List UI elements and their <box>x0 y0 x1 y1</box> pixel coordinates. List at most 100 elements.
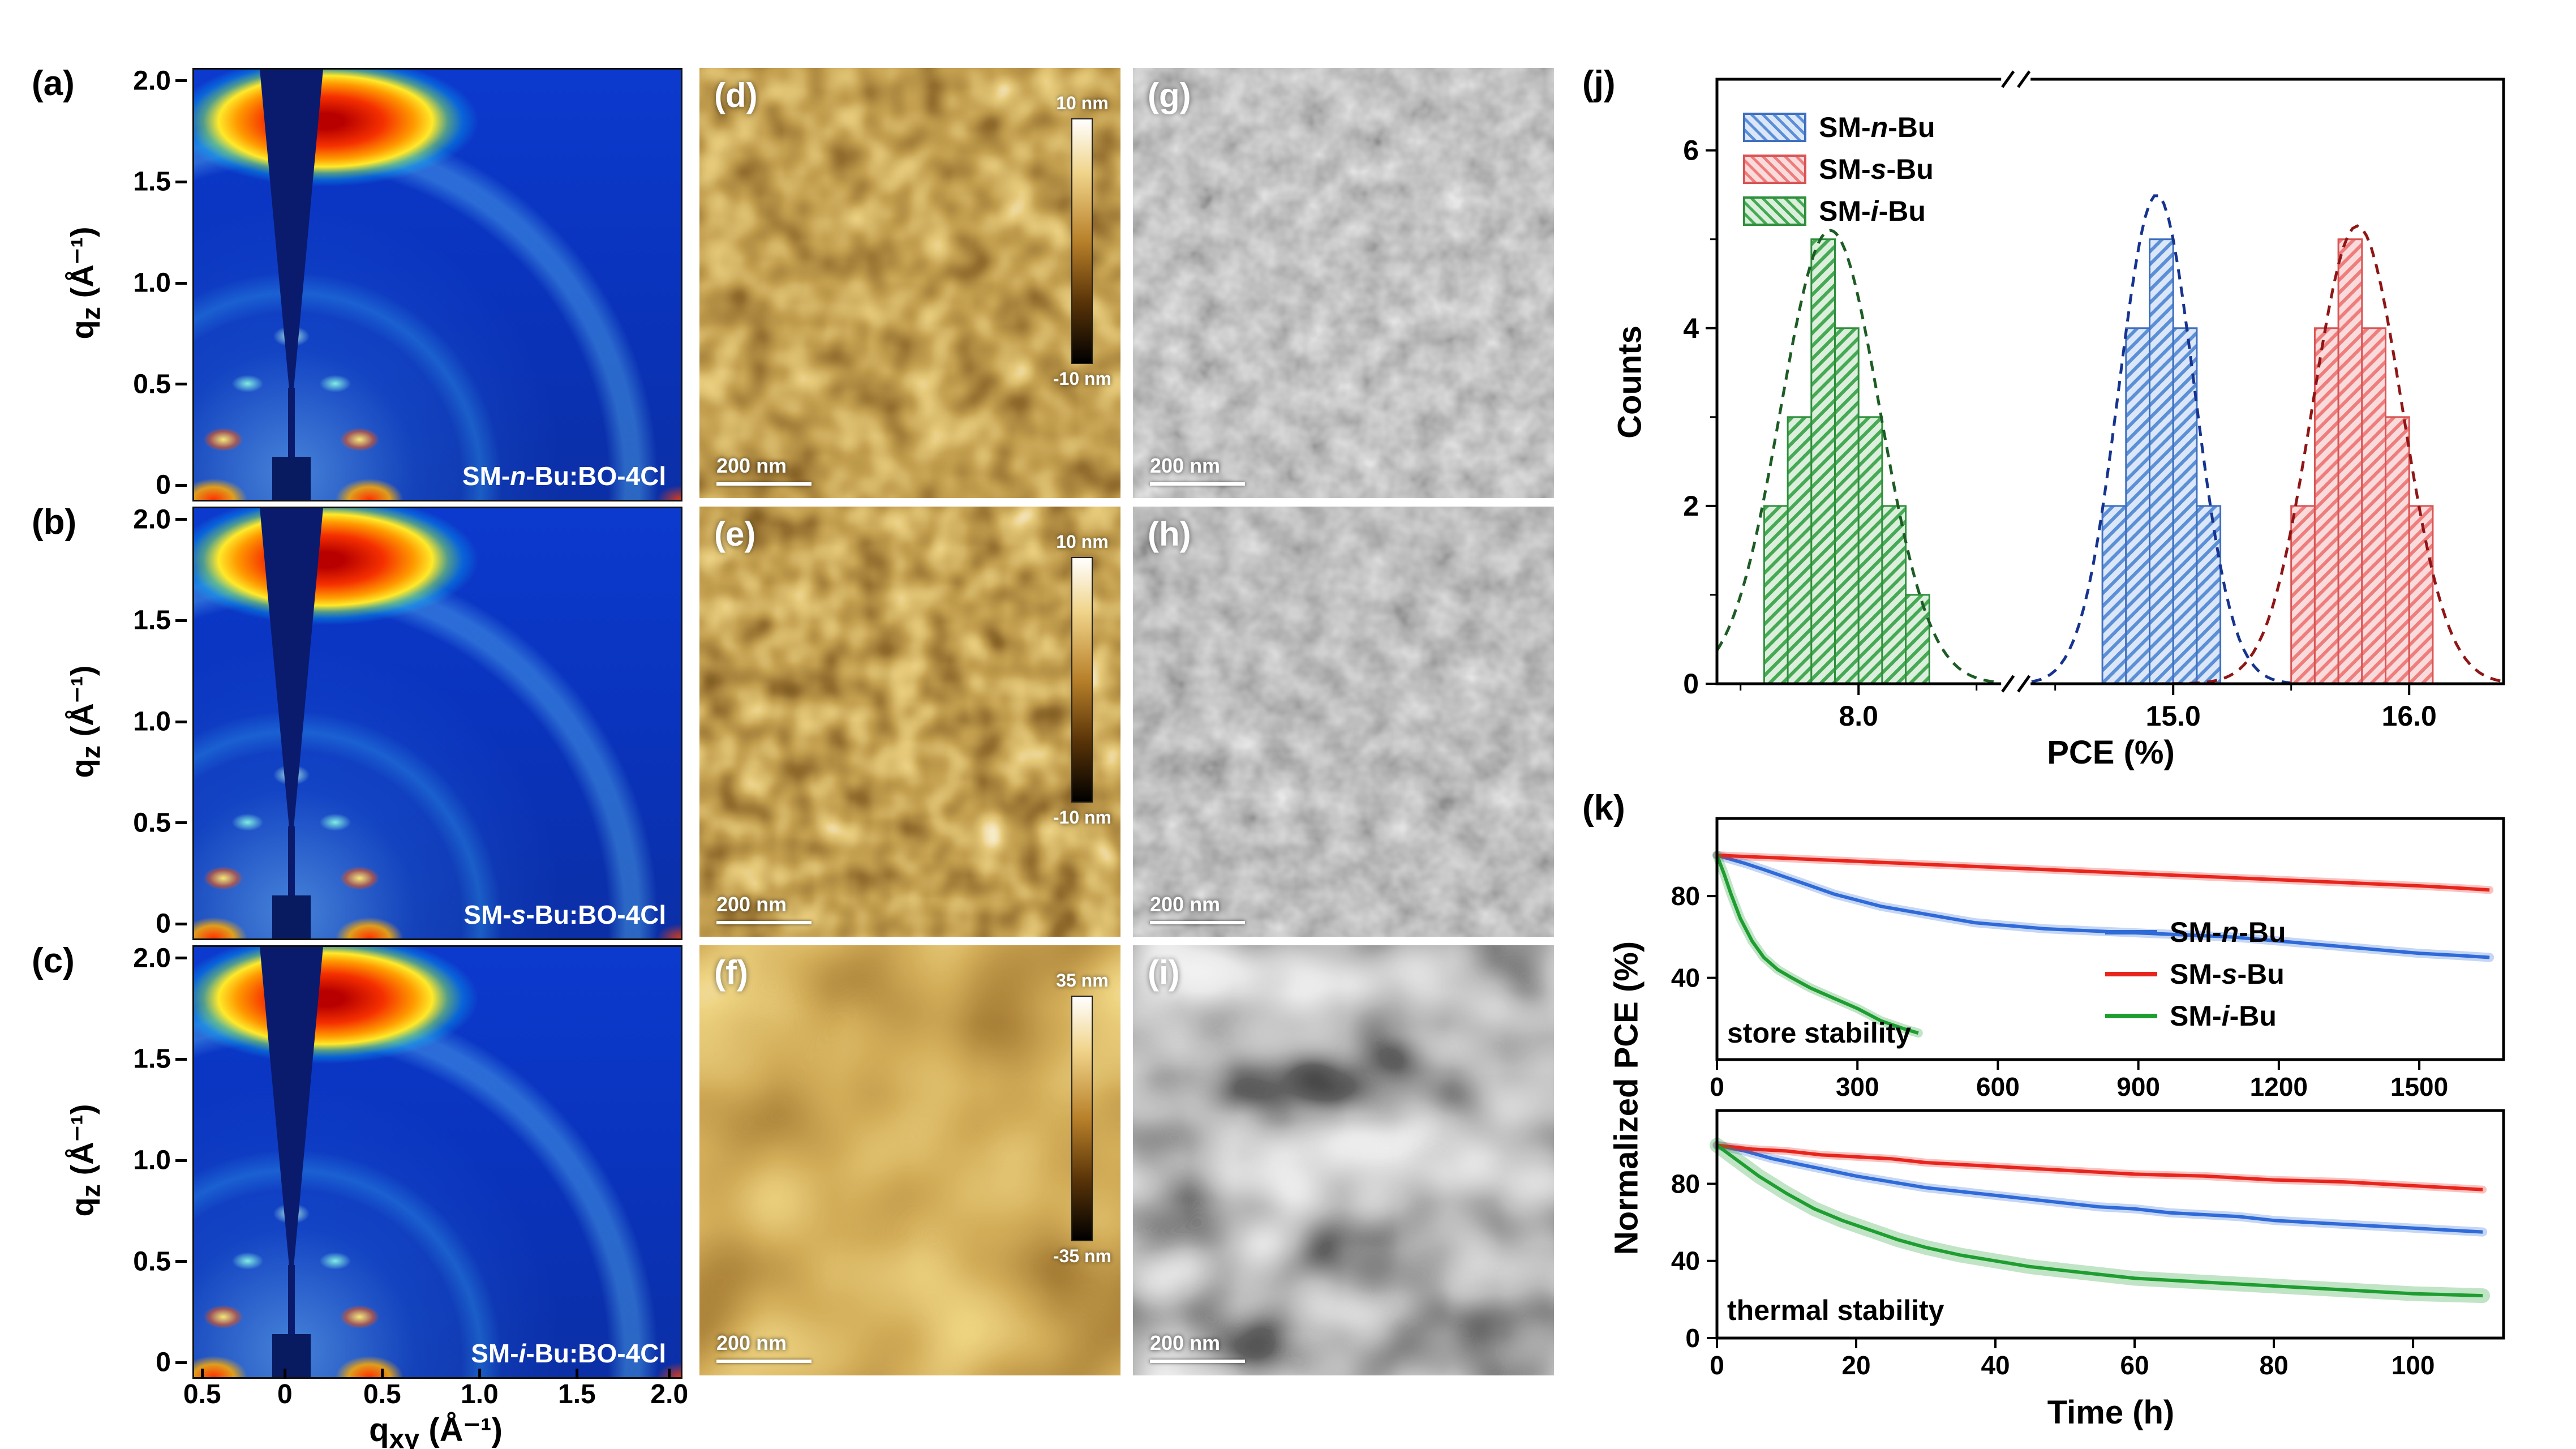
panel-label-c: (c) <box>32 941 75 980</box>
svg-text:15.0: 15.0 <box>2146 700 2201 732</box>
tick-label: 0 <box>156 1347 171 1378</box>
afm-image-e: (e) 10 nm -10 nm 200 nm <box>699 507 1120 937</box>
tick-label: 1.0 <box>133 706 171 737</box>
qz-axis-label-b: qz (Å⁻¹) <box>64 665 106 778</box>
panel-label-a: (a) <box>32 64 75 103</box>
giwaxs-pattern-b: SM-s-Bu:BO-4Cl <box>192 507 682 940</box>
tick-label: 0.5 <box>133 1246 171 1277</box>
tick-label: 1.5 <box>558 1379 596 1409</box>
store-stability-chart: 0 300 600 900 1200 1500 40 80 <box>1671 817 2505 1101</box>
scale-bar-line <box>716 921 812 924</box>
svg-text:80: 80 <box>1671 1169 1700 1198</box>
svg-text:16.0: 16.0 <box>2382 700 2437 732</box>
colorbar-gradient <box>1071 557 1093 803</box>
panel-label-d: (d) <box>714 76 758 114</box>
panel-label-h: (h) <box>1148 515 1191 553</box>
panel-label-e: (e) <box>714 515 756 553</box>
scale-bar: 200 nm <box>716 893 812 924</box>
panel-label-g: (g) <box>1148 76 1191 114</box>
giwaxs-x-ticks: 0.5 0 0.5 1.0 1.5 2.0 <box>183 1379 688 1411</box>
height-colorbar: 35 nm -35 nm <box>1053 970 1111 1267</box>
afm-texture <box>699 68 1120 498</box>
height-colorbar: 10 nm -10 nm <box>1053 531 1111 828</box>
tick-label: 0.5 <box>133 808 171 838</box>
tick-label: 0 <box>156 908 171 939</box>
sample-label-b: SM-s-Bu:BO-4Cl <box>463 899 667 929</box>
svg-text:60: 60 <box>2120 1351 2149 1380</box>
counts-axis-label: Counts <box>1611 325 1648 439</box>
afm-texture <box>699 945 1120 1375</box>
legend-label: SM-s-Bu <box>1819 153 1934 185</box>
svg-text:1200: 1200 <box>2250 1072 2308 1101</box>
sample-label-c: SM-i-Bu:BO-4Cl <box>471 1338 667 1368</box>
scale-bar-line <box>1150 1360 1245 1363</box>
giwaxs-y-ticks-a: 2.0 1.5 1.0 0.5 0 <box>122 66 188 500</box>
svg-text:40: 40 <box>1671 963 1700 993</box>
legend-line-swatch <box>2105 930 2157 934</box>
tick-label: 0 <box>277 1379 293 1409</box>
panel-label-k: (k) <box>1582 788 1625 828</box>
tick-label: 1.0 <box>133 1145 171 1176</box>
pce-histogram: 0 2 4 6 8.0 15.0 16.0 <box>1683 70 2505 732</box>
tick-label: 0.5 <box>183 1379 221 1409</box>
svg-text:0: 0 <box>1710 1351 1724 1380</box>
beam-wedge <box>260 70 323 414</box>
colorbar-gradient <box>1071 996 1093 1241</box>
scale-bar-line <box>716 1360 812 1363</box>
tem-image-i: (i) 200 nm <box>1133 945 1554 1375</box>
tem-image-g: (g) 200 nm <box>1133 68 1554 498</box>
legend-item: SM-n-Bu <box>1743 111 1935 144</box>
time-axis-label: Time (h) <box>2047 1394 2175 1431</box>
tick-label: 0.5 <box>133 369 171 400</box>
panel-label-f: (f) <box>714 954 748 992</box>
colorbar-max-label: 35 nm <box>1056 970 1109 991</box>
afm-image-f: (f) 35 nm -35 nm 200 nm <box>699 945 1120 1375</box>
tick-label: 2.0 <box>133 504 171 535</box>
colorbar-min-label: -35 nm <box>1053 1246 1111 1266</box>
afm-image-d: (d) 10 nm -10 nm 200 nm <box>699 68 1120 498</box>
panel-label-i: (i) <box>1148 954 1180 992</box>
thermal-stability-annotation: thermal stability <box>1727 1294 1944 1326</box>
normalized-pce-axis-label: Normalized PCE (%) <box>1608 941 1645 1255</box>
beamstop-block <box>272 457 311 500</box>
tem-texture <box>1133 507 1554 937</box>
giwaxs-y-ticks-c: 2.0 1.5 1.0 0.5 0 <box>122 943 188 1378</box>
legend-item: SM-i-Bu <box>1743 195 1935 228</box>
tick-label: 1.5 <box>133 1044 171 1074</box>
tem-image-h: (h) 200 nm <box>1133 507 1554 937</box>
svg-text:1500: 1500 <box>2390 1072 2448 1101</box>
tem-texture <box>1133 945 1554 1375</box>
scale-bar: 200 nm <box>1150 893 1245 924</box>
scale-bar: 200 nm <box>716 454 812 486</box>
scale-bar: 200 nm <box>1150 454 1245 486</box>
legend-label: SM-n-Bu <box>1819 112 1935 143</box>
giwaxs-pattern-a: SM-n-Bu:BO-4Cl <box>192 68 682 501</box>
svg-text:20: 20 <box>1841 1351 1870 1380</box>
svg-text:2: 2 <box>1683 490 1699 522</box>
svg-text:8.0: 8.0 <box>1839 700 1878 732</box>
legend-label: SM-i-Bu <box>2170 1000 2277 1032</box>
colorbar-max-label: 10 nm <box>1056 93 1109 113</box>
qz-axis-label-a: qz (Å⁻¹) <box>64 226 106 340</box>
pce-legend: SM-n-Bu SM-s-Bu SM-i-Bu <box>1743 111 1935 228</box>
legend-line-swatch <box>2105 1014 2157 1018</box>
tem-texture <box>1133 68 1554 498</box>
tick-label: 0 <box>156 470 171 500</box>
beamstop-block <box>272 895 311 938</box>
legend-item: SM-s-Bu <box>1743 153 1935 186</box>
svg-text:0: 0 <box>1683 668 1699 700</box>
legend-line-swatch <box>2105 972 2157 976</box>
giwaxs-pattern-c: SM-i-Bu:BO-4Cl <box>192 945 682 1379</box>
panel-label-b: (b) <box>32 503 77 542</box>
legend-label: SM-i-Bu <box>1819 195 1926 227</box>
legend-item: SM-s-Bu <box>2105 958 2286 991</box>
colorbar-min-label: -10 nm <box>1053 807 1111 828</box>
svg-text:40: 40 <box>1981 1351 2010 1380</box>
tick-label: 1.5 <box>133 605 171 636</box>
colorbar-min-label: -10 nm <box>1053 368 1111 389</box>
tick-label: 2.0 <box>133 66 171 96</box>
tick-label: 1.5 <box>133 166 171 197</box>
colorbar-max-label: 10 nm <box>1056 531 1109 552</box>
store-stability-annotation: store stability <box>1727 1017 1912 1049</box>
